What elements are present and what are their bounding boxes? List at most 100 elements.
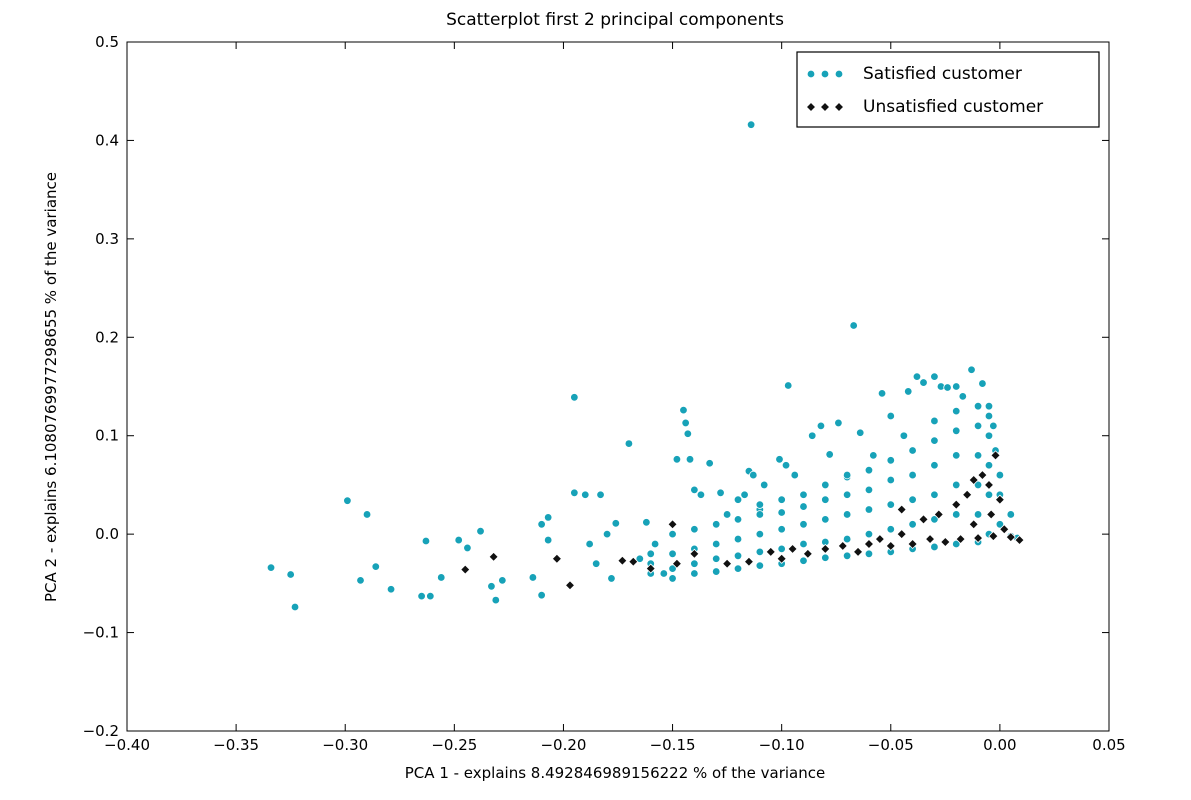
point <box>799 539 808 549</box>
point <box>968 519 979 530</box>
point <box>885 540 896 552</box>
point <box>1006 510 1015 519</box>
point <box>864 549 874 559</box>
y-tick-label: 0.0 <box>95 525 119 543</box>
point <box>628 556 639 567</box>
point <box>733 515 743 524</box>
point <box>973 510 983 519</box>
point <box>886 500 895 509</box>
point <box>668 549 677 559</box>
point <box>487 582 496 591</box>
plot-frame <box>126 41 1110 732</box>
legend-box <box>796 51 1100 128</box>
point <box>864 529 874 539</box>
point <box>689 548 700 559</box>
point <box>460 564 471 575</box>
plot-area <box>127 42 1109 731</box>
point <box>978 379 987 388</box>
y-axis-label: PCA 2 - explains 6.1080769977298655 % of… <box>42 172 60 602</box>
point <box>820 69 830 79</box>
point <box>990 450 1001 461</box>
point <box>984 461 994 470</box>
point <box>690 559 699 568</box>
point <box>984 401 994 411</box>
point <box>696 490 706 499</box>
point <box>849 321 858 330</box>
point <box>984 490 994 499</box>
point <box>896 529 907 540</box>
point <box>617 555 628 566</box>
point <box>722 558 733 569</box>
y-tick-label: −0.2 <box>83 722 119 740</box>
point <box>286 570 295 579</box>
point <box>977 470 988 481</box>
point <box>821 515 830 524</box>
point <box>825 450 834 459</box>
point <box>864 465 874 475</box>
point <box>650 539 660 549</box>
point <box>611 519 621 528</box>
point <box>908 495 917 504</box>
y-tick-label: 0.5 <box>95 33 119 51</box>
point <box>819 101 831 113</box>
point <box>596 490 605 499</box>
x-tick-label: −0.40 <box>104 736 150 754</box>
point <box>864 485 874 495</box>
y-tick-label: −0.1 <box>83 624 119 642</box>
point <box>995 520 1005 529</box>
point <box>667 519 678 530</box>
point <box>437 573 446 582</box>
point <box>777 544 786 554</box>
point <box>488 551 499 562</box>
legend: Satisfied customer Unsatisfied customer <box>796 51 1100 128</box>
point <box>933 509 944 520</box>
point <box>943 383 952 392</box>
point <box>498 576 507 585</box>
point <box>371 562 380 571</box>
point <box>899 431 909 440</box>
point <box>1005 532 1016 543</box>
point <box>760 480 769 490</box>
point <box>856 428 865 437</box>
point <box>842 490 852 499</box>
point <box>886 456 895 465</box>
point <box>842 551 852 560</box>
point <box>842 534 852 544</box>
point <box>570 393 579 402</box>
point <box>491 595 500 605</box>
point <box>973 451 983 460</box>
point <box>973 480 983 490</box>
point <box>743 556 754 567</box>
point <box>716 488 725 498</box>
point <box>995 470 1005 480</box>
point <box>799 520 808 529</box>
chart-title: Scatterplot first 2 principal components <box>446 10 784 30</box>
point <box>806 69 816 79</box>
point <box>988 531 999 542</box>
point <box>834 69 844 79</box>
point <box>908 470 917 480</box>
point <box>930 416 939 426</box>
point <box>952 406 961 416</box>
point <box>973 401 983 411</box>
point <box>777 508 786 517</box>
point <box>712 520 721 529</box>
point <box>968 474 979 486</box>
x-tick-label: −0.05 <box>868 736 914 754</box>
point <box>712 567 721 576</box>
point <box>951 499 962 510</box>
x-tick-label: −0.30 <box>322 736 368 754</box>
point <box>564 580 576 591</box>
point <box>864 505 874 514</box>
point <box>426 591 435 601</box>
point <box>962 489 973 500</box>
point <box>668 564 677 573</box>
point <box>777 495 786 504</box>
point <box>290 602 300 612</box>
point <box>940 536 951 548</box>
point <box>755 547 765 557</box>
point <box>958 392 967 401</box>
point <box>777 525 786 534</box>
point <box>967 365 976 374</box>
